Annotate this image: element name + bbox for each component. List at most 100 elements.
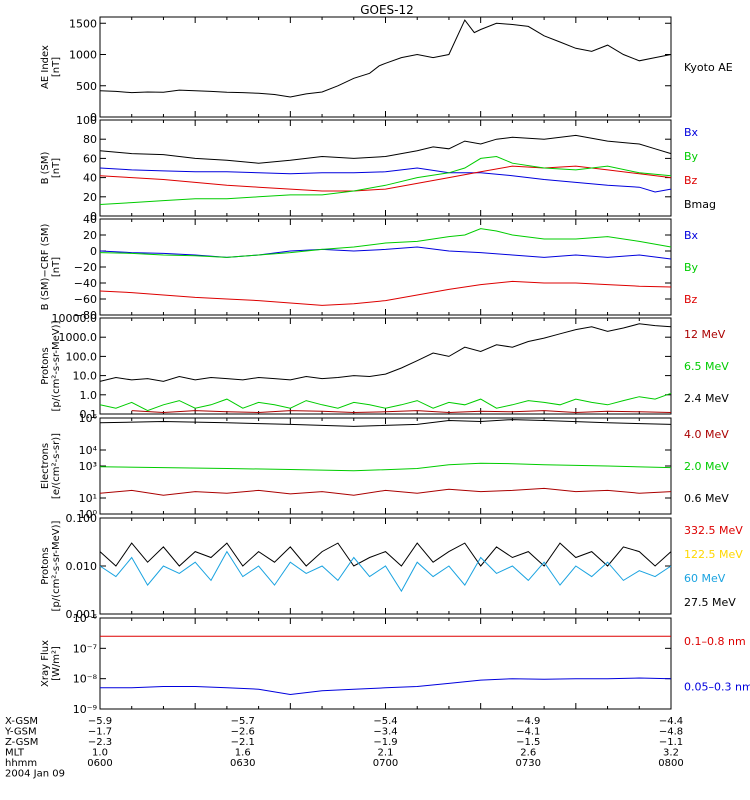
panel-bsm: 0 20 40 60 80 100 B (SM)[nT] Bx By Bz Bmag: [40, 114, 716, 223]
y-tick-label: −40: [74, 277, 97, 290]
panel-bdiff: −80 −60 −40 −20 0 20 40 B (SM)−CRF (SM)[nT] Bx By…: [40, 213, 699, 322]
x-tick-label: −4.4: [659, 716, 683, 727]
legend-entry: Kyoto AE: [684, 61, 733, 74]
series-line-bz: [99, 165, 672, 192]
x-tick-label: 2.1: [378, 748, 394, 759]
y-tick-label: 0: [90, 111, 97, 124]
series-line-bmag: [99, 134, 672, 164]
series-line-kyoto-ae: [99, 19, 672, 98]
x-row-label: Y-GSM: [4, 727, 37, 738]
y-tick-label: 10³: [79, 460, 97, 473]
x-tick-label: 1.6: [235, 748, 251, 759]
legend-entry: 122.5 MeV: [684, 548, 743, 561]
x-tick-label: −4.8: [659, 727, 683, 738]
x-tick-label: −3.4: [373, 727, 397, 738]
y-tick-label: −20: [74, 261, 97, 274]
series-line-27-5-mev: [99, 542, 672, 567]
y-tick-label: 80: [83, 133, 97, 146]
x-tick-label: 0730: [516, 758, 541, 769]
y-tick-label: 20: [83, 229, 97, 242]
y-tick-label: 40: [83, 172, 97, 185]
y-tick-label: 1000.0: [59, 331, 98, 344]
legend-entry: Bx: [684, 229, 699, 242]
series-line-bx: [99, 246, 672, 260]
legend-entry: 12 MeV: [684, 328, 726, 341]
x-tick-label: −4.1: [516, 727, 540, 738]
panel-frame: [99, 317, 672, 415]
series-line-by: [99, 228, 672, 258]
x-row-label: Z-GSM: [5, 737, 38, 748]
x-tick-label: −1.1: [659, 737, 683, 748]
legend-entry: Bmag: [684, 198, 716, 211]
y-tick-label: 10¹: [79, 492, 97, 505]
series-line-6-5-mev: [99, 392, 672, 412]
y-tick-label: 1000: [69, 49, 97, 62]
legend-entry: By: [684, 261, 699, 274]
panel-ae: 0 500 1000 1500 AE Index[nT] Kyoto AE: [40, 16, 733, 124]
legend-entry: 27.5 MeV: [684, 596, 736, 609]
x-tick-label: −1.5: [516, 737, 540, 748]
y-tick-label: 10000.0: [52, 312, 98, 325]
series-line-bx: [99, 167, 672, 193]
panel-electrons: 10⁰ 10¹ 10³ 10⁴ 10⁶ Electrons[e/(cm²-s-sr)] 4.…: [40, 412, 729, 521]
y-axis-label: Electrons[e/(cm²-s-sr)]: [40, 433, 62, 499]
x-tick-label: 3.2: [663, 748, 679, 759]
legend-entry: 4.0 MeV: [684, 428, 729, 441]
series-line-0-05-0-3-nm: [100, 677, 672, 696]
y-tick-label: 0.1: [80, 408, 98, 421]
x-tick-label: 1.0: [92, 748, 108, 759]
legend-entry: 60 MeV: [684, 572, 726, 585]
legend-entry: 2.0 MeV: [684, 460, 729, 473]
y-tick-label: 20: [83, 191, 97, 204]
y-tick-label: 0: [90, 210, 97, 223]
y-tick-label: 10⁶: [79, 412, 98, 425]
series-line-60-mev: [99, 550, 672, 593]
y-tick-label: 10⁻⁹: [73, 703, 97, 716]
y-tick-label: 100: [76, 114, 97, 127]
y-tick-label: 10⁻⁸: [73, 673, 98, 686]
y-axis-label: AE Index[nT]: [40, 45, 62, 89]
x-tick-label: −1.7: [88, 727, 112, 738]
series-line-0-6-mev: [99, 419, 672, 427]
y-axis-label: B (SM)−CRF (SM)[nT]: [40, 223, 62, 310]
x-row-label: X-GSM: [5, 716, 38, 727]
x-tick-label: −2.6: [231, 727, 255, 738]
y-axis-label: Protons[p/(cm²-s-sr-MeV)]: [40, 320, 62, 411]
legend-entry: 6.5 MeV: [684, 360, 729, 373]
legend-entry: Bz: [684, 174, 698, 187]
y-axis-label: Xray Flux[W/m²]: [40, 640, 62, 687]
series-line-2-4-mev: [99, 323, 672, 382]
y-tick-label: 10⁴: [79, 444, 98, 457]
y-tick-label: 60: [83, 152, 97, 165]
y-tick-label: 40: [83, 213, 97, 226]
panel-protons_high: 0.001 0.010 0.100 Protons[p/(cm²-s-sr-MeV)]…: [40, 512, 743, 621]
date-label: 2004 Jan 09: [5, 769, 65, 780]
y-tick-label: 0.100: [66, 512, 98, 525]
y-tick-label: 1500: [69, 17, 97, 30]
y-tick-label: 10⁰: [79, 508, 98, 521]
x-row-label: MLT: [5, 748, 25, 759]
y-tick-label: 10⁻⁶: [73, 612, 98, 625]
series-line-4-0-mev: [99, 487, 672, 496]
series-line-12-mev: [131, 410, 672, 414]
y-tick-label: 10.0: [73, 370, 98, 383]
x-tick-label: −1.9: [373, 737, 397, 748]
x-tick-label: 0600: [87, 758, 112, 769]
y-tick-label: 100.0: [66, 350, 98, 363]
legend-entry: 0.05–0.3 nm: [684, 680, 750, 693]
x-tick-label: 2.6: [520, 748, 536, 759]
legend-entry: 0.1–0.8 nm: [684, 635, 746, 648]
panel-frame: [99, 16, 672, 118]
legend-entry: 332.5 MeV: [684, 524, 743, 537]
y-tick-label: 1.0: [80, 389, 98, 402]
series-line-bz: [99, 280, 672, 306]
x-tick-label: 0700: [373, 758, 398, 769]
x-tick-label: −2.1: [231, 737, 255, 748]
panel-xray: 10⁻⁹ 10⁻⁸ 10⁻⁷ 10⁻⁶ Xray Flux[W/m²] 0.1–0.8 n…: [40, 612, 750, 716]
legend-entry: 2.4 MeV: [684, 392, 729, 405]
series-line-by: [99, 155, 672, 205]
y-tick-label: −80: [74, 309, 97, 322]
figure-title: GOES-12: [360, 3, 414, 17]
legend-entry: 0.6 MeV: [684, 492, 729, 505]
x-tick-label: −5.9: [88, 716, 112, 727]
